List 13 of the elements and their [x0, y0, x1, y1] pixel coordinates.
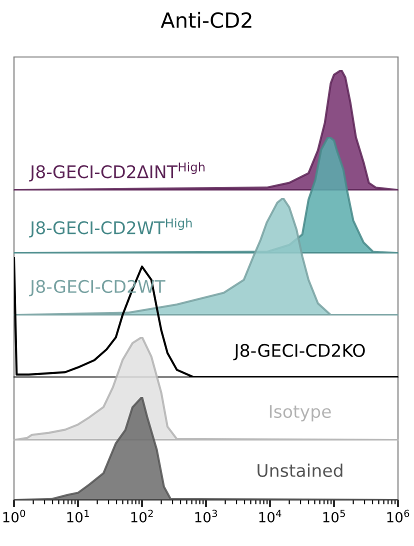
series-label: J8-GECI-CD2WT$^{High}$ — [29, 218, 192, 238]
series-label: J8-GECI-CD2KO — [233, 344, 365, 360]
x-tick-label: 10$^{5}$ — [323, 510, 345, 522]
series-label: Unstained — [258, 464, 342, 478]
x-tick-label: 10$^{2}$ — [131, 510, 153, 522]
x-tick-label: 10$^{3}$ — [195, 510, 217, 522]
series-label: Isotype — [270, 405, 331, 422]
x-tick-label: 10$^{1}$ — [67, 510, 89, 522]
series-label: J8-GECI-CD2ΔINT$^{High}$ — [29, 162, 205, 182]
x-tick-label: 10$^{4}$ — [259, 510, 282, 522]
x-tick-label: 10$^{0}$ — [3, 510, 26, 522]
chart-title: Anti-CD2 — [160, 12, 252, 28]
x-tick-label: 10$^{6}$ — [387, 510, 410, 522]
